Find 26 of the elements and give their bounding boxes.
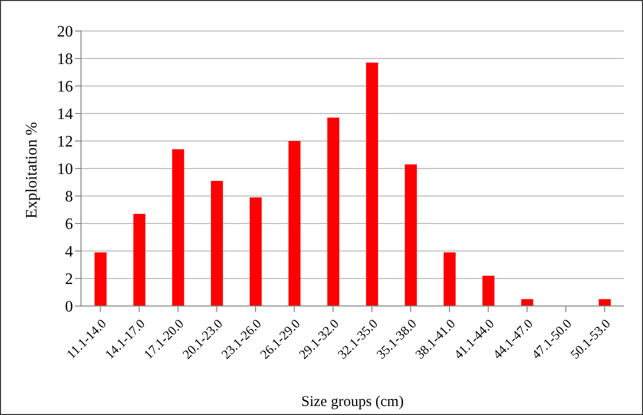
y-tick-label: 14 <box>57 106 73 124</box>
y-tick-label: 2 <box>65 271 73 288</box>
bar <box>288 141 301 306</box>
bar <box>133 214 146 306</box>
y-axis-title: Exploitation % <box>24 122 41 218</box>
bar <box>521 299 534 306</box>
y-tick-label: 6 <box>65 216 73 234</box>
bar <box>598 299 611 306</box>
bar <box>327 118 340 306</box>
bar <box>172 149 184 306</box>
bar <box>404 164 417 306</box>
y-tick-label: 0 <box>65 298 73 316</box>
y-tick-label: 10 <box>57 161 73 178</box>
y-tick-label: 18 <box>57 51 73 68</box>
bar <box>94 252 107 306</box>
bar <box>250 197 262 306</box>
y-tick-label: 16 <box>57 78 73 96</box>
y-tick-label: 4 <box>65 244 73 261</box>
y-tick-label: 20 <box>57 24 73 41</box>
bar <box>482 276 494 306</box>
bar <box>444 252 456 306</box>
x-axis-title: Size groups (cm) <box>301 394 404 410</box>
y-tick-label: 8 <box>65 188 73 206</box>
bar <box>210 180 223 306</box>
y-tick-label: 12 <box>57 134 73 151</box>
bar <box>366 62 378 306</box>
